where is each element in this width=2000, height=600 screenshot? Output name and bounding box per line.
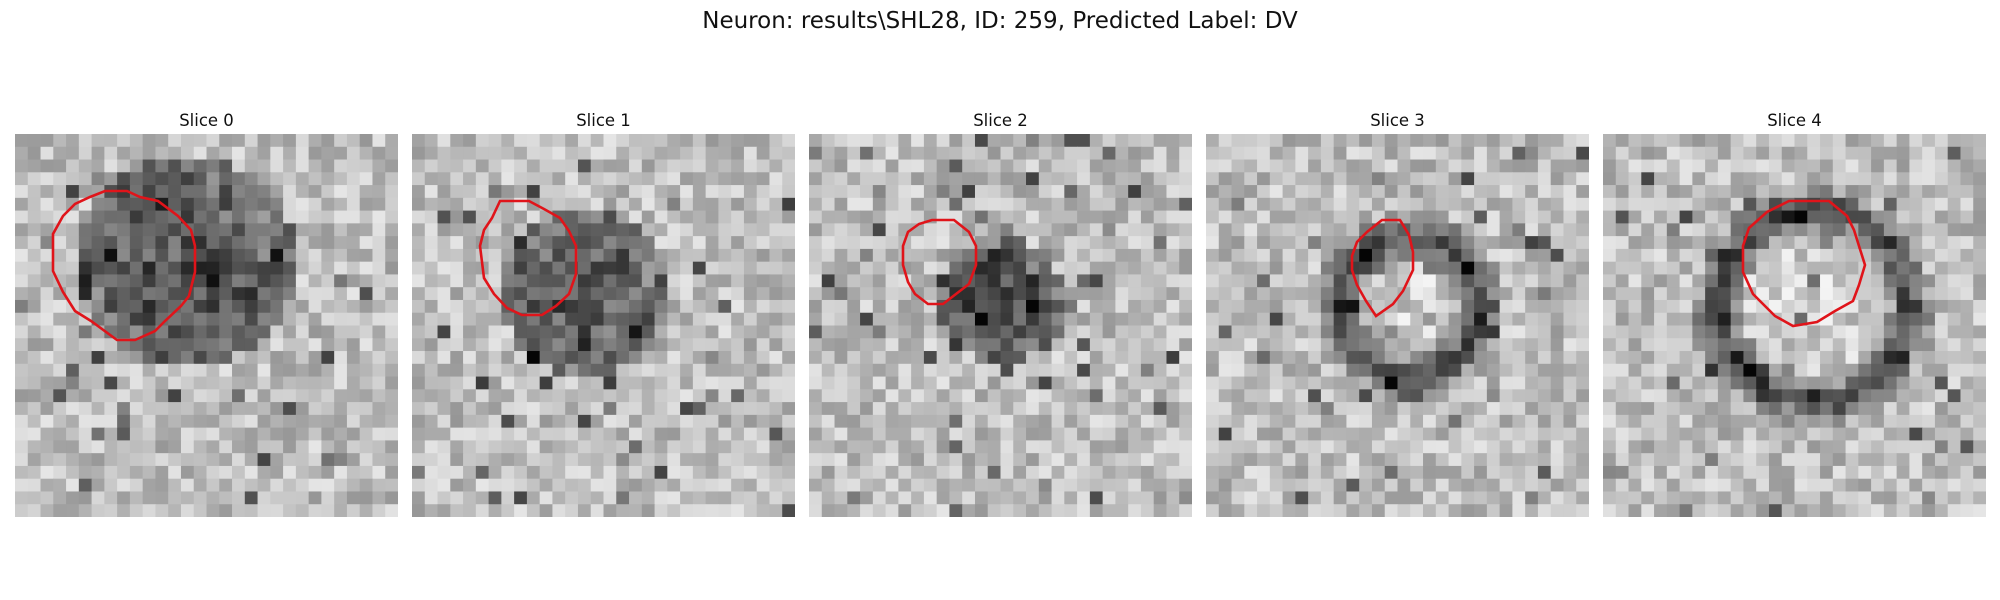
slice-panel-4: Slice 4 — [1603, 108, 1986, 517]
segmentation-contour — [51, 189, 197, 342]
slice-image — [15, 134, 398, 517]
slice-title: Slice 1 — [576, 111, 631, 130]
figure-title: Neuron: results\SHL28, ID: 259, Predicte… — [702, 8, 1298, 34]
slice-title: Slice 3 — [1370, 111, 1425, 130]
slice-title: Slice 4 — [1767, 111, 1822, 130]
slice-panel-3: Slice 3 — [1206, 108, 1589, 517]
segmentation-contour — [901, 218, 978, 306]
segmentation-contour — [478, 199, 578, 317]
slice-image — [809, 134, 1192, 517]
slice-image — [1603, 134, 1986, 517]
slice-panel-2: Slice 2 — [809, 108, 1192, 517]
slice-image — [1206, 134, 1589, 517]
segmentation-contour — [1741, 199, 1867, 328]
slice-image — [412, 134, 795, 517]
segmentation-contour — [1350, 218, 1415, 318]
slice-panel-0: Slice 0 — [15, 108, 398, 517]
slice-title: Slice 0 — [179, 111, 234, 130]
slice-title: Slice 2 — [973, 111, 1028, 130]
slice-panel-1: Slice 1 — [412, 108, 795, 517]
